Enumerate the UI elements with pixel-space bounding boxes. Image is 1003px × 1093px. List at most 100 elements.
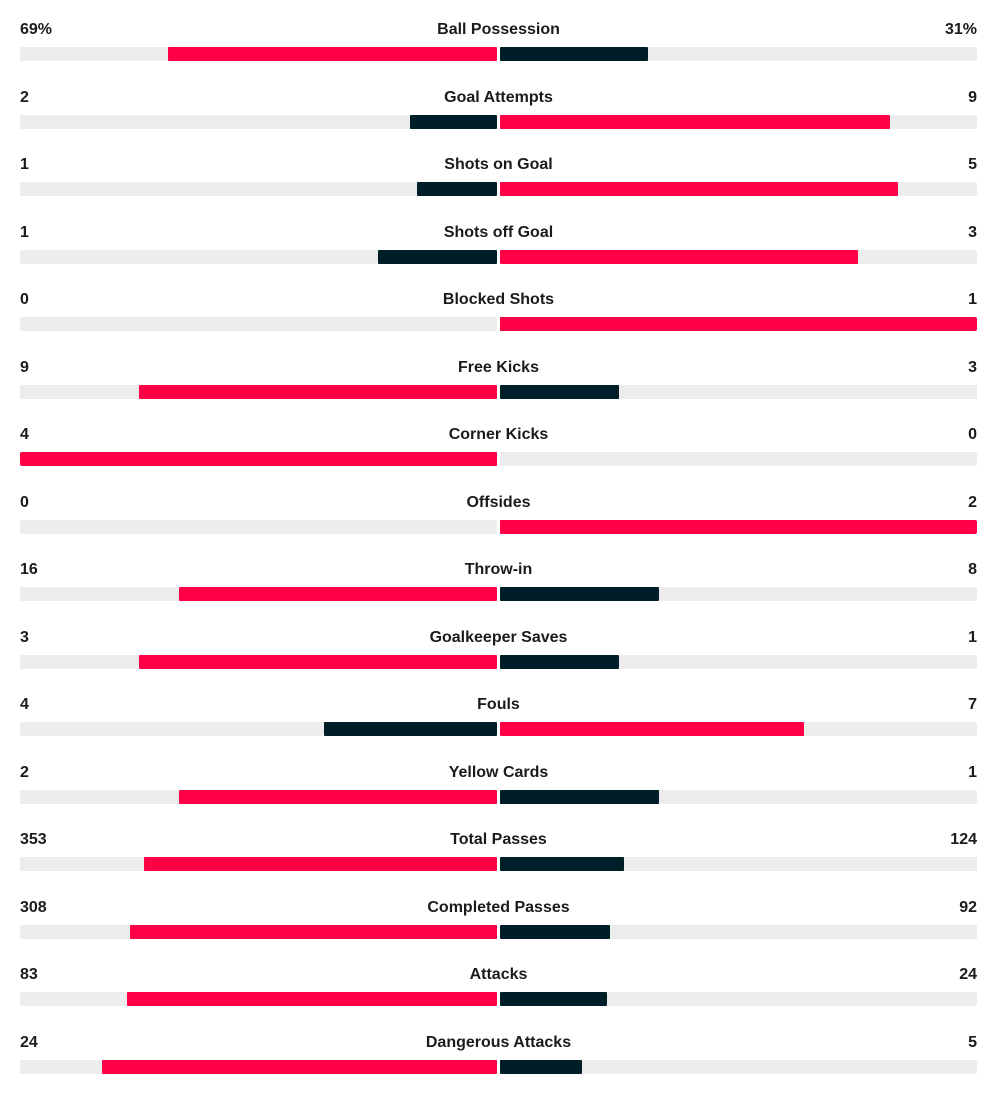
stat-header: Yellow Cards 2 1 — [20, 761, 977, 785]
stat-label: Completed Passes — [427, 898, 570, 916]
home-value: 24 — [20, 1033, 38, 1051]
home-bar-fill — [102, 1059, 497, 1074]
home-bar-track — [20, 519, 497, 534]
away-value: 9 — [968, 88, 977, 106]
stat-label: Yellow Cards — [448, 763, 549, 781]
stat-label: Shots on Goal — [444, 156, 553, 173]
stat-header: Goalkeeper Saves 3 1 — [20, 626, 977, 650]
away-bar-track — [500, 722, 977, 736]
home-value: 0 — [20, 291, 29, 308]
away-bar-track — [500, 519, 977, 534]
stat-header: Goal Attempts 2 9 — [20, 86, 977, 110]
home-bar-track — [20, 992, 497, 1006]
stat-label: Blocked Shots — [442, 291, 555, 308]
home-value: 3 — [20, 628, 29, 646]
home-bar-fill — [20, 452, 497, 466]
stat-row: Total Passes 353 124 — [0, 828, 1003, 890]
away-bar-track — [500, 47, 977, 61]
home-bar-track — [20, 114, 497, 129]
away-bar-fill — [500, 317, 977, 331]
stat-row: Completed Passes 308 92 — [0, 896, 1003, 958]
home-bar-fill — [139, 384, 497, 399]
away-value: 7 — [968, 696, 977, 713]
away-bar-track — [500, 857, 977, 871]
away-bar-fill — [500, 519, 977, 534]
stat-row: Offsides 0 2 — [0, 491, 1003, 553]
stat-row: Free Kicks 9 3 — [0, 356, 1003, 418]
away-bar-fill — [500, 249, 858, 264]
away-bar-fill — [500, 47, 648, 61]
stat-row: Goal Attempts 2 9 — [0, 86, 1003, 148]
home-bar-track — [20, 249, 497, 264]
stat-label: Ball Possession — [437, 21, 560, 38]
stat-row: Shots off Goal 1 3 — [0, 221, 1003, 283]
stat-header: Total Passes 353 124 — [20, 828, 977, 852]
stat-header: Shots off Goal 1 3 — [20, 221, 977, 245]
home-bar-track — [20, 452, 497, 466]
home-value: 4 — [20, 696, 29, 713]
away-value: 124 — [950, 831, 977, 848]
away-bar-track — [500, 789, 977, 804]
stat-row: Attacks 83 24 — [0, 963, 1003, 1025]
stat-header: Attacks 83 24 — [20, 963, 977, 987]
away-bar-fill — [500, 587, 659, 601]
stat-label: Free Kicks — [458, 358, 539, 376]
away-bar-fill — [500, 182, 898, 196]
away-bar-track — [500, 114, 977, 129]
away-bar-track — [500, 924, 977, 939]
away-value: 92 — [959, 898, 977, 916]
away-bar-track — [500, 317, 977, 331]
home-bar-track — [20, 182, 497, 196]
home-bar-track — [20, 587, 497, 601]
stat-header: Offsides 0 2 — [20, 491, 977, 515]
stat-header: Ball Possession 69% 31% — [20, 18, 977, 42]
stat-row: Blocked Shots 0 1 — [0, 288, 1003, 350]
home-bar-track — [20, 1059, 497, 1074]
stat-label: Offsides — [466, 493, 531, 511]
stat-row: Goalkeeper Saves 3 1 — [0, 626, 1003, 688]
home-value: 83 — [20, 966, 38, 983]
stat-row: Ball Possession 69% 31% — [0, 18, 1003, 80]
stat-header: Corner Kicks 4 0 — [20, 423, 977, 447]
home-value: 9 — [20, 358, 29, 376]
stat-header: Throw-in 16 8 — [20, 558, 977, 582]
stat-label: Throw-in — [464, 561, 533, 578]
stat-header: Shots on Goal 1 5 — [20, 153, 977, 177]
home-bar-track — [20, 789, 497, 804]
away-bar-track — [500, 182, 977, 196]
away-value: 3 — [968, 358, 977, 376]
home-bar-track — [20, 722, 497, 736]
away-value: 1 — [968, 628, 977, 646]
stat-label: Goalkeeper Saves — [429, 628, 568, 646]
stat-label: Shots off Goal — [443, 223, 554, 241]
stat-label: Attacks — [469, 966, 528, 983]
stat-header: Completed Passes 308 92 — [20, 896, 977, 920]
home-value: 2 — [20, 88, 29, 106]
home-value: 4 — [20, 426, 29, 443]
home-value: 0 — [20, 493, 29, 511]
stat-label: Dangerous Attacks — [425, 1033, 572, 1051]
home-bar-fill — [410, 114, 497, 129]
away-value: 8 — [968, 561, 977, 578]
stat-header: Dangerous Attacks 24 5 — [20, 1031, 977, 1055]
stat-label: Corner Kicks — [448, 426, 549, 443]
away-bar-track — [500, 384, 977, 399]
away-bar-fill — [500, 1059, 582, 1074]
away-value: 24 — [959, 966, 977, 983]
away-bar-track — [500, 587, 977, 601]
home-value: 1 — [20, 223, 29, 241]
away-bar-fill — [500, 924, 610, 939]
away-value: 3 — [968, 223, 977, 241]
away-value: 5 — [968, 156, 977, 173]
stat-header: Free Kicks 9 3 — [20, 356, 977, 380]
stat-row: Dangerous Attacks 24 5 — [0, 1031, 1003, 1093]
home-bar-track — [20, 857, 497, 871]
home-bar-fill — [144, 857, 497, 871]
home-bar-track — [20, 47, 497, 61]
away-bar-fill — [500, 654, 619, 669]
away-bar-fill — [500, 992, 607, 1006]
home-value: 308 — [20, 898, 47, 916]
home-value: 16 — [20, 561, 38, 578]
home-bar-fill — [378, 249, 497, 264]
